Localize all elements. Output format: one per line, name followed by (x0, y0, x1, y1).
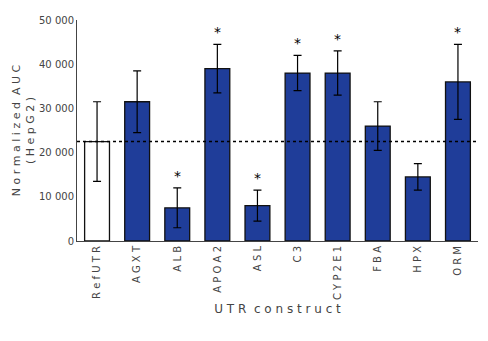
svg-text:*: * (214, 24, 221, 40)
svg-text:50 000: 50 000 (39, 15, 74, 26)
svg-text:*: * (294, 35, 301, 51)
svg-text:A S L: A S L (252, 246, 263, 272)
svg-text:N o r m a l i z e d A U C( H: N o r m a l i z e d A U C( H e p G 2 ) (10, 65, 37, 197)
svg-text:10 000: 10 000 (39, 191, 74, 202)
svg-text:H P X: H P X (412, 246, 423, 273)
svg-text:A P O A 2: A P O A 2 (212, 246, 223, 293)
svg-text:R e f U T R: R e f U T R (91, 246, 102, 299)
svg-text:20 000: 20 000 (39, 147, 74, 158)
svg-text:F B A: F B A (372, 246, 383, 272)
svg-text:*: * (174, 168, 181, 184)
svg-text:0: 0 (68, 236, 74, 247)
svg-text:O R M: O R M (452, 246, 463, 276)
svg-text:A G X T: A G X T (131, 245, 142, 283)
svg-text:A L B: A L B (172, 246, 183, 272)
svg-text:*: * (334, 31, 341, 47)
svg-text:C Y P 2 E 1: C Y P 2 E 1 (332, 246, 343, 300)
svg-text:40 000: 40 000 (39, 59, 74, 70)
svg-text:*: * (454, 24, 461, 40)
svg-text:*: * (254, 170, 261, 186)
svg-text:C 3: C 3 (292, 246, 303, 263)
svg-text:30 000: 30 000 (39, 103, 74, 114)
svg-text:U T R c o n s t r u c t: U T R c o n s t r u c t (214, 302, 341, 316)
